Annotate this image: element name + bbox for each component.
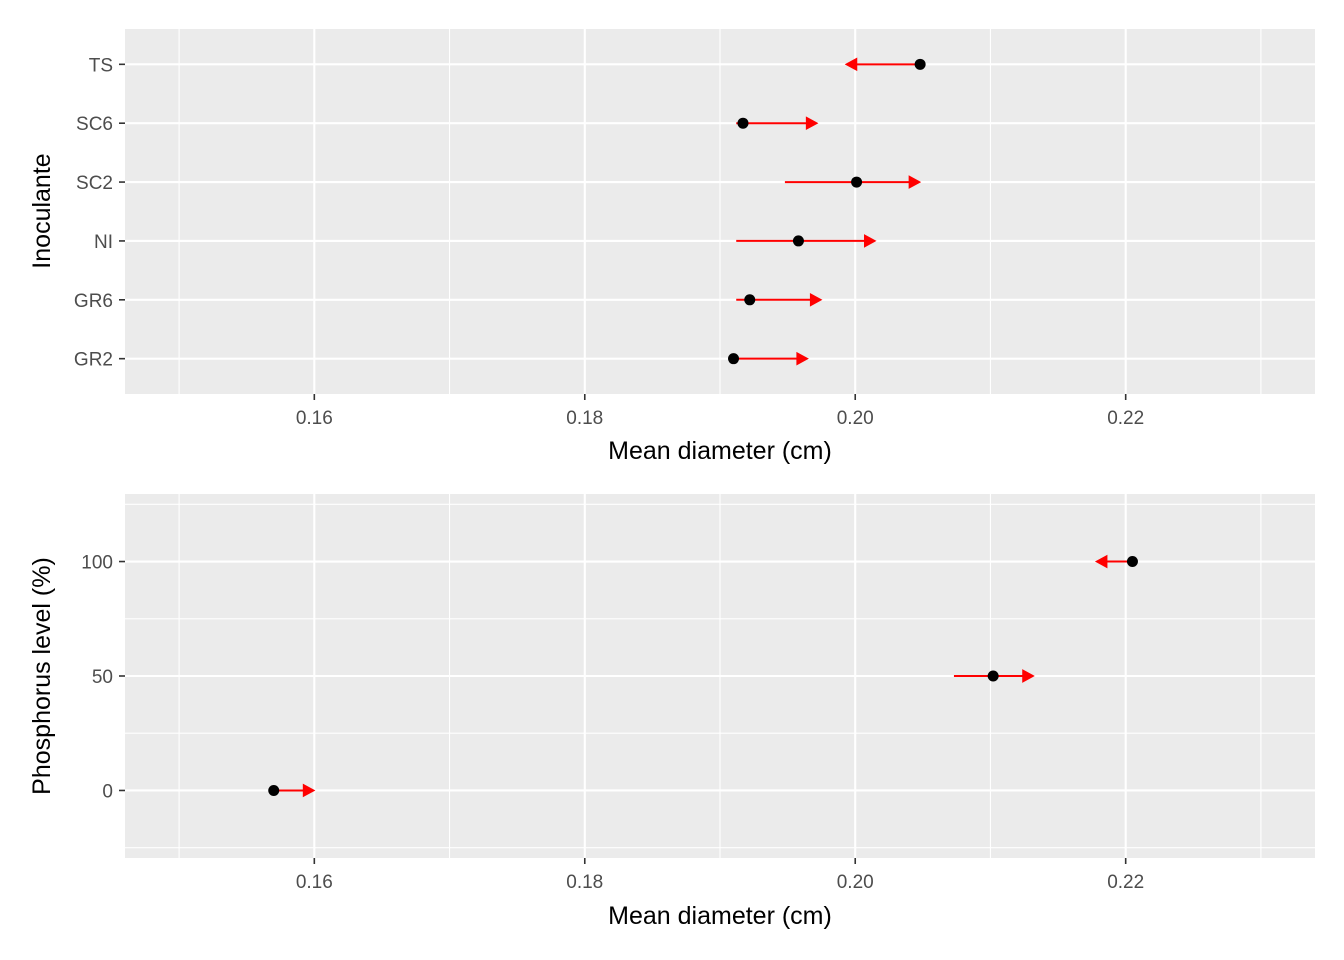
arrowhead: [809, 292, 823, 307]
x-axis-ticks: 0.16 0.18 0.20 0.22: [296, 858, 1144, 893]
mean-point: [728, 353, 740, 365]
mean-point: [268, 784, 280, 796]
panel-phosphorus: 0.16 0.18 0.20 0.22 0 50 100 Mean diameter (c…: [28, 494, 1315, 930]
mean-point: [851, 176, 863, 188]
data-point-group: [736, 234, 877, 248]
arrowhead: [864, 234, 877, 248]
arrowhead: [844, 57, 858, 72]
x-axis-ticks: 0.16 0.18 0.20 0.22: [296, 394, 1144, 429]
y-tick-label: SC6: [76, 114, 113, 135]
data-point-group: [728, 351, 809, 366]
gridlines: [125, 29, 1315, 394]
gridlines: [125, 494, 1315, 858]
data-point-group: [268, 783, 316, 798]
mean-point: [1126, 556, 1138, 568]
x-tick-label: 0.18: [566, 872, 603, 893]
data-point-group: [736, 292, 823, 307]
y-tick-label: SC2: [76, 173, 113, 194]
arrowhead: [796, 351, 809, 366]
data-point-group: [784, 175, 922, 189]
mean-point: [792, 235, 804, 247]
data-point-group: [953, 669, 1035, 683]
y-axis-title: Phosphorus level (%): [28, 557, 56, 795]
y-axis-title: Inoculante: [28, 153, 56, 268]
y-tick-label: TS: [89, 55, 113, 76]
data-marks: [268, 554, 1138, 798]
arrowhead: [1094, 554, 1108, 569]
mean-point: [987, 670, 999, 682]
data-point-group: [844, 57, 926, 72]
data-point-group: [1094, 554, 1138, 569]
mean-point: [744, 294, 756, 306]
x-tick-label: 0.22: [1107, 872, 1144, 893]
data-marks: [728, 57, 926, 366]
y-axis-ticks: GR2 GR6 NI SC2 SC6 TS: [74, 55, 125, 371]
y-axis-ticks: 0 50 100: [81, 553, 125, 802]
y-tick-label: 100: [81, 553, 113, 574]
y-tick-label: 0: [102, 781, 113, 802]
x-axis-title: Mean diameter (cm): [608, 437, 832, 465]
x-axis-title: Mean diameter (cm): [608, 902, 832, 930]
panel-inoculante: 0.16 0.18 0.20 0.22 GR2 GR6 NI SC2 SC6 TS Mean d…: [28, 29, 1315, 465]
x-tick-label: 0.16: [296, 872, 333, 893]
arrowhead: [1022, 669, 1035, 683]
arrowhead: [908, 175, 922, 189]
x-tick-label: 0.18: [566, 408, 603, 429]
arrowhead: [302, 783, 316, 798]
x-tick-label: 0.22: [1107, 408, 1144, 429]
y-tick-label: GR2: [74, 350, 113, 371]
arrowhead: [805, 116, 819, 131]
data-point-group: [736, 116, 819, 131]
mean-point: [914, 58, 926, 70]
mean-point: [737, 117, 749, 129]
y-tick-label: NI: [94, 232, 113, 253]
x-tick-label: 0.20: [837, 408, 874, 429]
x-tick-label: 0.16: [296, 408, 333, 429]
y-tick-label: 50: [92, 667, 113, 688]
x-tick-label: 0.20: [837, 872, 874, 893]
y-tick-label: GR6: [74, 291, 113, 312]
